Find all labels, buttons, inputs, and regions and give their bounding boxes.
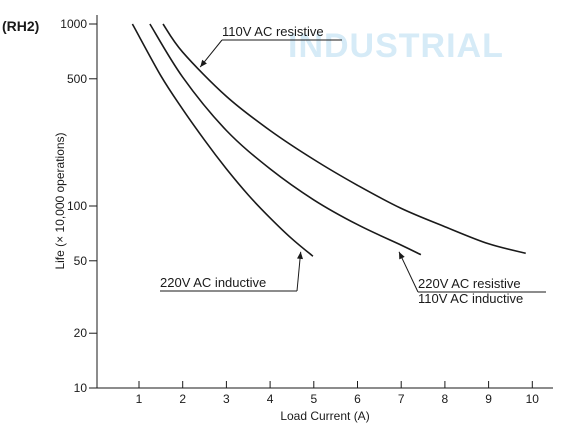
x-tick-label: 5 bbox=[310, 392, 317, 406]
y-tick-label: 500 bbox=[67, 72, 87, 86]
annotation-arrowhead bbox=[200, 59, 207, 68]
y-tick-label: 10 bbox=[74, 381, 88, 395]
x-tick-label: 6 bbox=[354, 392, 361, 406]
annotation-text: 110V AC resistive bbox=[222, 24, 324, 39]
annotation-text: 220V AC inductive bbox=[160, 275, 266, 290]
y-tick-label: 50 bbox=[74, 254, 88, 268]
watermark-text: INDUSTRIAL bbox=[288, 27, 504, 65]
annotation-arrowhead bbox=[399, 251, 405, 260]
series-layer bbox=[131, 23, 526, 257]
y-axis-label: Life (× 10,000 operations) bbox=[53, 132, 67, 269]
x-tick-label: 2 bbox=[179, 392, 186, 406]
x-tick-label: 9 bbox=[485, 392, 492, 406]
x-tick-label: 7 bbox=[398, 392, 405, 406]
series-220v-ac-inductive bbox=[131, 23, 314, 257]
x-ticks: 1 2 3 4 5 6 7 8 9 10 bbox=[136, 381, 540, 406]
y-tick-label: 20 bbox=[74, 326, 88, 340]
series-110v-ac-resistive bbox=[162, 23, 526, 255]
annotation-arrowhead bbox=[297, 251, 303, 260]
annotation-text: 110V AC inductive bbox=[418, 291, 523, 306]
annotation-text: 220V AC resistive bbox=[418, 276, 521, 291]
x-tick-label: 10 bbox=[526, 392, 540, 406]
x-tick-label: 8 bbox=[442, 392, 449, 406]
y-ticks: 10 20 50 100 500 1000 bbox=[60, 17, 97, 395]
annotation-220v-ac-inductive: 220V AC inductive bbox=[160, 251, 303, 292]
x-axis-label: Load Current (A) bbox=[280, 409, 369, 423]
annotation-110v-ac-resistive: 110V AC resistive bbox=[199, 24, 342, 68]
series-220v-resistive-110v-inductive bbox=[149, 23, 422, 256]
x-tick-label: 3 bbox=[223, 392, 230, 406]
x-tick-label: 4 bbox=[267, 392, 274, 406]
axes bbox=[96, 15, 553, 389]
y-tick-label: 100 bbox=[67, 199, 87, 213]
annotation-leader bbox=[398, 251, 419, 293]
y-tick-label: 1000 bbox=[60, 17, 87, 31]
panel-tag: (RH2) bbox=[2, 18, 39, 34]
x-tick-label: 1 bbox=[136, 392, 143, 406]
